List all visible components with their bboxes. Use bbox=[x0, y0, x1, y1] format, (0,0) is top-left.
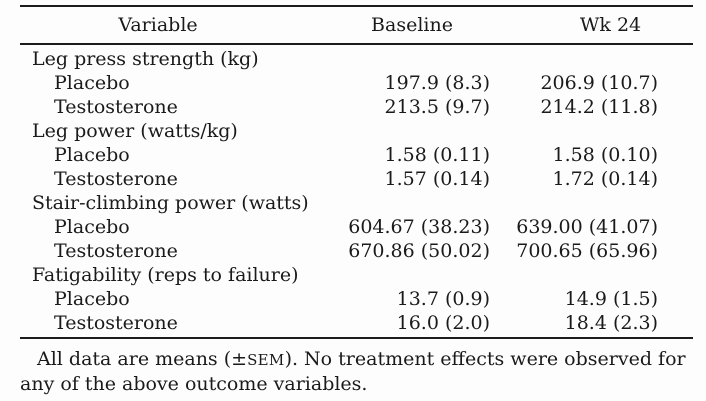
footnote-text: ). No treatment effects were observed fo… bbox=[284, 348, 686, 370]
column-header-variable: Variable bbox=[20, 6, 330, 45]
table-row: Placebo 1.58 (0.11) 1.58 (0.10) bbox=[20, 143, 693, 167]
section-row-leg-press: Leg press strength (kg) bbox=[20, 44, 693, 71]
wk24-value: 206.9 (10.7) bbox=[540, 72, 658, 94]
section-row-stair-climbing: Stair-climbing power (watts) bbox=[20, 191, 693, 215]
treatment-group-label: Placebo bbox=[54, 72, 130, 94]
baseline-value: 1.57 (0.14) bbox=[384, 168, 490, 190]
wk24-value: 214.2 (11.8) bbox=[540, 96, 658, 118]
section-label: Leg press strength (kg) bbox=[32, 48, 259, 70]
baseline-value: 1.58 (0.11) bbox=[384, 144, 490, 166]
treatment-group-label: Placebo bbox=[54, 216, 130, 238]
header-row: Variable Baseline Wk 24 bbox=[20, 6, 693, 45]
section-row-leg-power: Leg power (watts/kg) bbox=[20, 119, 693, 143]
table-footnote: All data are means (±SEM). No treatment … bbox=[20, 347, 696, 396]
table-row: Placebo 197.9 (8.3) 206.9 (10.7) bbox=[20, 71, 693, 95]
wk24-value: 1.72 (0.14) bbox=[552, 168, 658, 190]
treatment-group-label: Testosterone bbox=[54, 240, 178, 262]
section-label: Fatigability (reps to failure) bbox=[32, 264, 299, 286]
footnote-line-1: All data are means (±SEM). No treatment … bbox=[20, 347, 696, 372]
baseline-value: 604.67 (38.23) bbox=[348, 216, 490, 238]
table-header: Variable Baseline Wk 24 bbox=[20, 6, 693, 45]
wk24-value: 18.4 (2.3) bbox=[564, 312, 658, 334]
treatment-group-label: Placebo bbox=[54, 288, 130, 310]
baseline-value: 213.5 (9.7) bbox=[384, 96, 490, 118]
column-header-baseline: Baseline bbox=[330, 6, 490, 45]
footnote-line-2: any of the above outcome variables. bbox=[20, 373, 368, 395]
treatment-group-label: Testosterone bbox=[54, 96, 178, 118]
table-row: Testosterone 670.86 (50.02) 700.65 (65.9… bbox=[20, 239, 693, 263]
treatment-group-label: Testosterone bbox=[54, 312, 178, 334]
treatment-group-label: Testosterone bbox=[54, 168, 178, 190]
table-row: Placebo 13.7 (0.9) 14.9 (1.5) bbox=[20, 287, 693, 311]
column-header-wk24-label: Wk 24 bbox=[579, 14, 642, 36]
outcomes-table: Variable Baseline Wk 24 Leg press streng… bbox=[20, 5, 693, 339]
column-header-baseline-label: Baseline bbox=[371, 14, 453, 36]
column-header-wk24: Wk 24 bbox=[490, 6, 693, 45]
table-row: Placebo 604.67 (38.23) 639.00 (41.07) bbox=[20, 215, 693, 239]
baseline-value: 16.0 (2.0) bbox=[396, 312, 490, 334]
section-label: Stair-climbing power (watts) bbox=[32, 192, 309, 214]
wk24-value: 700.65 (65.96) bbox=[516, 240, 658, 262]
section-label: Leg power (watts/kg) bbox=[32, 120, 238, 142]
table-row: Testosterone 213.5 (9.7) 214.2 (11.8) bbox=[20, 95, 693, 119]
wk24-value: 14.9 (1.5) bbox=[564, 288, 658, 310]
baseline-value: 13.7 (0.9) bbox=[396, 288, 490, 310]
footnote-text: All data are means (± bbox=[37, 348, 248, 370]
table-row: Testosterone 16.0 (2.0) 18.4 (2.3) bbox=[20, 311, 693, 338]
baseline-value: 197.9 (8.3) bbox=[384, 72, 490, 94]
baseline-value: 670.86 (50.02) bbox=[348, 240, 490, 262]
table-body: Leg press strength (kg) Placebo 197.9 (8… bbox=[20, 44, 693, 338]
table-row: Testosterone 1.57 (0.14) 1.72 (0.14) bbox=[20, 167, 693, 191]
column-header-variable-label: Variable bbox=[118, 14, 198, 36]
footnote-sem-smallcaps: SEM bbox=[247, 351, 285, 369]
wk24-value: 1.58 (0.10) bbox=[552, 144, 658, 166]
section-row-fatigability: Fatigability (reps to failure) bbox=[20, 263, 693, 287]
wk24-value: 639.00 (41.07) bbox=[516, 216, 658, 238]
treatment-group-label: Placebo bbox=[54, 144, 130, 166]
